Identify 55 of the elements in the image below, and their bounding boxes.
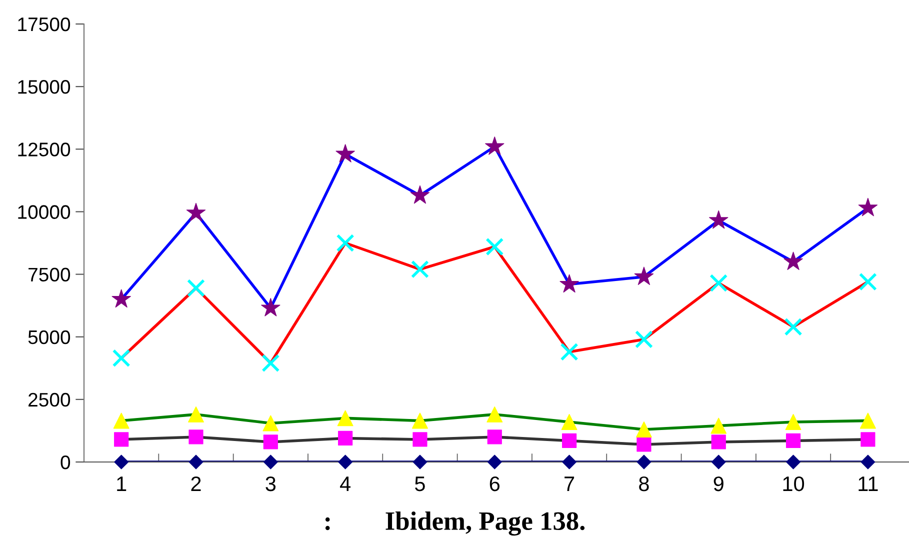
y-tick-label: 17500 (18, 17, 70, 32)
x-tick-label: 1 (117, 476, 126, 491)
x-tick-label: 8 (639, 476, 649, 492)
x-tick-label: 9 (714, 476, 724, 492)
point (785, 414, 802, 430)
point (186, 279, 206, 298)
x-tick-label: 5 (415, 476, 425, 492)
point (412, 412, 428, 429)
point (487, 430, 502, 444)
point (636, 437, 652, 452)
point (188, 406, 204, 422)
y-tick-label: 10000 (18, 205, 70, 219)
point (113, 412, 130, 429)
y-tick-label: 0 (60, 455, 70, 470)
point (784, 318, 802, 336)
point (338, 454, 353, 470)
point (860, 432, 876, 447)
point (114, 454, 129, 470)
point (337, 410, 354, 426)
point (263, 454, 278, 470)
point (188, 430, 204, 444)
point (858, 272, 877, 291)
point (562, 454, 577, 470)
point (710, 274, 728, 292)
point (263, 434, 278, 450)
point (486, 406, 503, 422)
y-tick-label: 5000 (28, 330, 70, 344)
y-tick-label: 12500 (18, 142, 70, 156)
point (636, 421, 652, 438)
point (634, 330, 653, 348)
x-tick-label: 4 (340, 476, 350, 491)
point (336, 234, 354, 252)
text: : Ibidem, Page 138. (325, 511, 585, 536)
point (262, 415, 279, 432)
point (860, 412, 876, 429)
point (410, 260, 429, 278)
y-tick-label: 15000 (18, 80, 70, 94)
point (560, 342, 578, 361)
x-tick-label: 7 (564, 476, 574, 491)
x-tick-label: 3 (266, 476, 276, 492)
point (710, 418, 727, 434)
point (711, 434, 726, 450)
point (561, 414, 578, 430)
point (786, 454, 800, 470)
point (114, 432, 129, 447)
point (486, 238, 504, 256)
x-tick-label: 6 (490, 476, 500, 492)
point (112, 349, 130, 368)
x-tick-label: 11 (858, 476, 878, 491)
point (262, 354, 280, 372)
x-tick-label: 2 (191, 476, 201, 491)
y-tick-label: 2500 (28, 392, 70, 407)
x-tick-label: 10 (783, 476, 804, 492)
point (412, 432, 428, 447)
y-tick-label: 7500 (28, 268, 70, 282)
